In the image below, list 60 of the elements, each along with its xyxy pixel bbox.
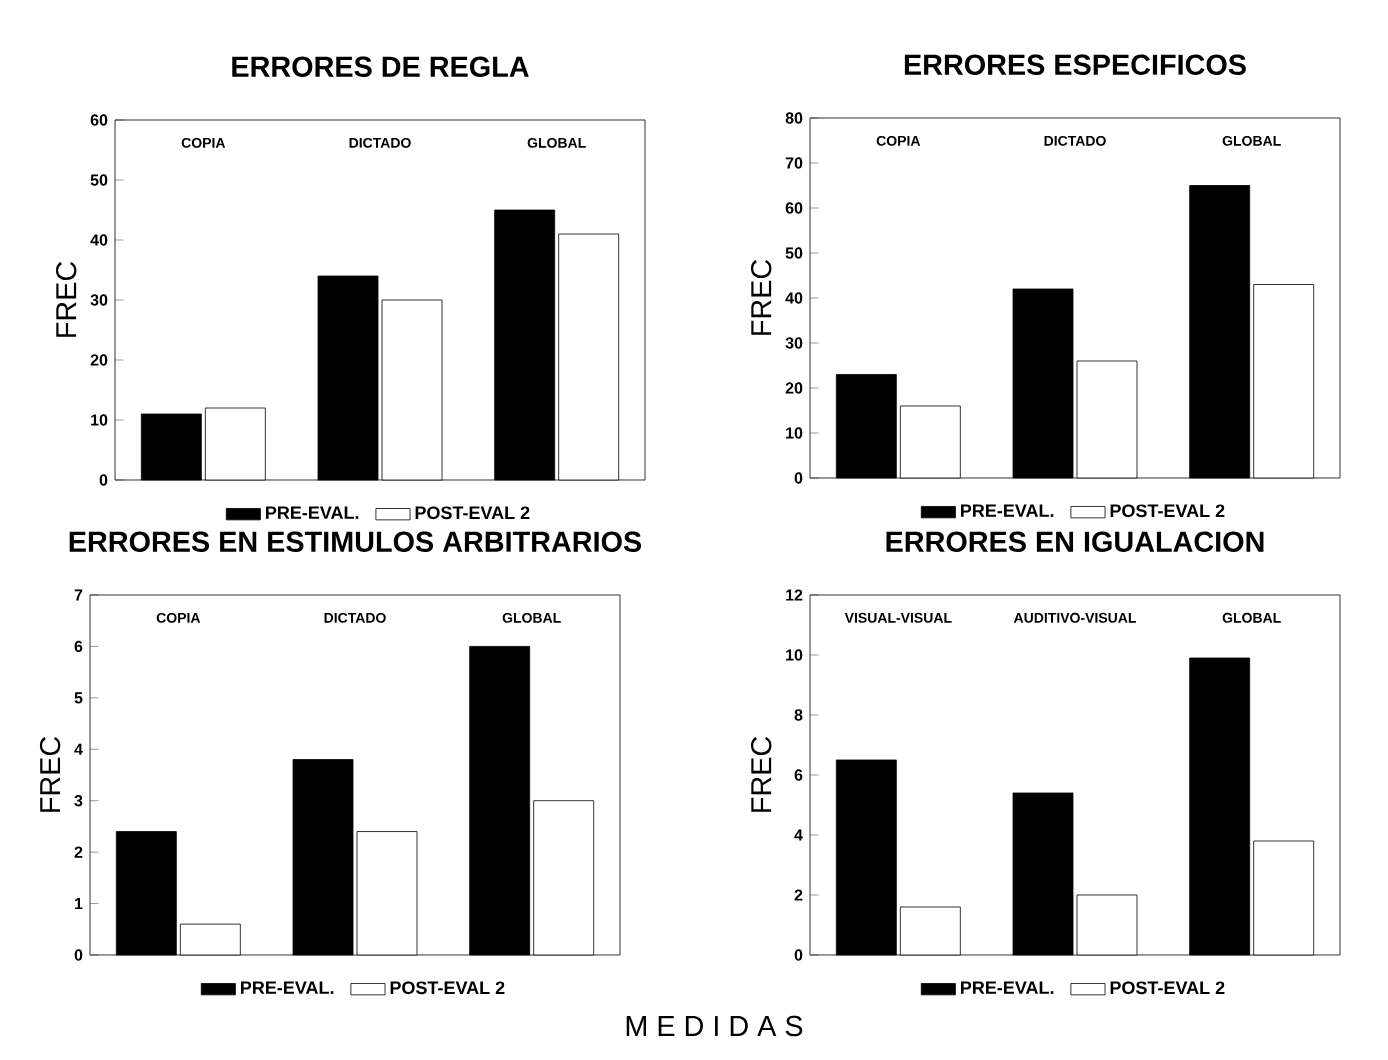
chart-title: ERRORES EN IGUALACION [886, 531, 1264, 552]
x-tick-label: VISUAL-VISUAL [844, 612, 952, 623]
y-tick-label: 0 [74, 949, 83, 961]
y-tick-label: 0 [794, 949, 803, 961]
y-tick-label: 6 [794, 769, 803, 781]
y-axis-title: FREC [751, 259, 772, 335]
y-axis-title: FREC [56, 261, 77, 337]
legend-label: POST-EVAL 2 [1110, 504, 1225, 518]
legend-label: POST-EVAL 2 [1110, 981, 1225, 995]
y-tick-label: 0 [794, 472, 803, 484]
y-tick-label: 10 [91, 414, 108, 426]
x-tick-label: DICTADO [1044, 135, 1106, 146]
chart-title: ERRORES DE REGLA [232, 56, 529, 77]
y-tick-label: 20 [785, 382, 803, 394]
y-tick-label: 4 [74, 743, 83, 755]
y-tick-label: 50 [785, 247, 803, 259]
y-axis-title: FREC [751, 736, 772, 812]
y-tick-label: 8 [794, 709, 803, 721]
y-axis-title: FREC [39, 736, 61, 812]
legend-label: PRE-EVAL. [241, 981, 334, 994]
x-tick-label: GLOBAL [527, 137, 586, 148]
x-tick-label: GLOBAL [1222, 135, 1281, 146]
y-tick-label: 6 [74, 640, 83, 653]
x-tick-label: DICTADO [324, 612, 386, 623]
y-tick-label: 50 [90, 174, 108, 186]
legend-label: POST-EVAL 2 [415, 506, 530, 520]
text: M E D I D A S [626, 1015, 803, 1037]
y-tick-label: 20 [90, 354, 108, 366]
y-tick-label: 30 [90, 294, 108, 306]
y-tick-label: 70 [785, 157, 803, 169]
y-tick-label: 5 [74, 692, 83, 704]
legend-label: PRE-EVAL. [961, 504, 1054, 517]
x-tick-label: COPIA [156, 612, 201, 623]
y-tick-label: 12 [786, 589, 803, 601]
y-tick-label: 2 [794, 889, 803, 901]
x-tick-label: AUDITIVO-VISUAL [1013, 612, 1137, 623]
y-tick-label: 10 [786, 427, 803, 439]
y-tick-label: 2 [74, 846, 83, 858]
y-tick-label: 40 [785, 292, 803, 304]
y-tick-label: 10 [786, 649, 803, 661]
y-tick-label: 1 [75, 898, 83, 910]
legend-label: POST-EVAL 2 [390, 981, 505, 995]
y-tick-label: 80 [785, 112, 803, 124]
y-tick-label: 0 [99, 474, 108, 486]
chart-title: ERRORES EN ESTIMULOS ARBITRARIOS [69, 531, 642, 552]
x-tick-label: DICTADO [349, 137, 411, 148]
legend-label: PRE-EVAL. [266, 506, 359, 519]
y-tick-label: 30 [785, 337, 803, 349]
x-tick-label: COPIA [181, 137, 226, 148]
y-tick-label: 7 [74, 589, 83, 601]
legend-label: PRE-EVAL. [961, 981, 1054, 994]
y-tick-label: 60 [90, 114, 108, 126]
y-tick-label: 60 [785, 202, 803, 214]
x-tick-label: GLOBAL [1222, 612, 1281, 623]
chart-title: ERRORES ESPECIFICOS [904, 54, 1246, 75]
y-tick-label: 40 [90, 234, 108, 246]
x-tick-label: COPIA [876, 135, 921, 146]
x-tick-label: GLOBAL [502, 612, 561, 623]
y-tick-label: 4 [794, 829, 803, 841]
y-tick-label: 3 [74, 795, 83, 807]
